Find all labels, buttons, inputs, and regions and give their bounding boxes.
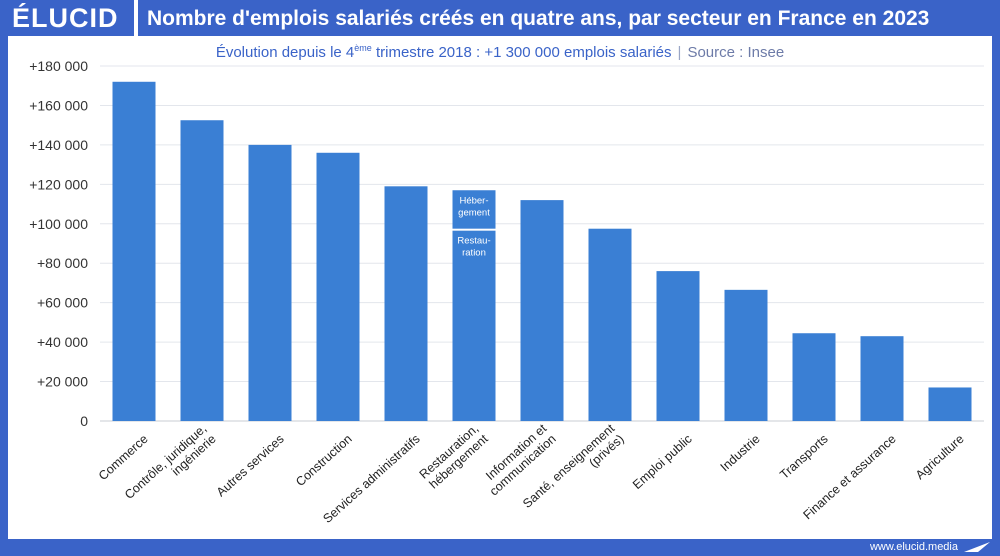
- x-tick-label: Restauration,hébergement: [417, 421, 491, 491]
- x-tick-label-line: Transports: [777, 432, 830, 482]
- bars: Restau-ration Héber-gement: [112, 81, 972, 422]
- y-tick-label: +80 000: [37, 255, 88, 271]
- bar: [384, 186, 428, 421]
- bar: [588, 228, 632, 421]
- bar-segment: [452, 230, 496, 421]
- chart-panel: Évolution depuis le 4ème trimestre 2018 …: [8, 36, 992, 539]
- subtitle-source: Source : Insee: [687, 44, 785, 61]
- x-tick-label-line: Autres services: [214, 432, 287, 500]
- y-tick-label: 0: [80, 413, 88, 429]
- x-tick-label-line: Construction: [293, 432, 355, 489]
- x-tick-label: Transports: [777, 432, 830, 482]
- x-tick-label-line: Emploi public: [630, 432, 695, 492]
- bar: [928, 387, 972, 421]
- x-tick-label: Construction: [293, 432, 355, 489]
- y-tick-label: +100 000: [29, 216, 88, 232]
- bar-segment-label: gement: [458, 207, 490, 218]
- y-tick-label: +180 000: [29, 58, 88, 74]
- y-tick-label: +60 000: [37, 295, 88, 311]
- x-tick-label-line: Industrie: [718, 432, 763, 475]
- bar: [316, 152, 360, 421]
- x-tick-label: Agriculture: [913, 432, 967, 482]
- bar-segment: [452, 190, 496, 229]
- bar: [792, 333, 836, 421]
- subtitle-evolution-suffix: trimestre 2018 : +1 300 000 emplois sala…: [371, 44, 672, 61]
- bar: [724, 289, 768, 421]
- y-tick-label: +140 000: [29, 137, 88, 153]
- bar-segment-label: Héber-: [459, 195, 488, 206]
- subtitle-evolution-prefix: Évolution depuis le 4: [215, 44, 355, 61]
- bar: [180, 120, 224, 421]
- logo-separator: [134, 0, 138, 36]
- header: ÉLUCID Nombre d'emplois salariés créés e…: [0, 0, 1000, 36]
- bar: [248, 144, 292, 421]
- footer-url[interactable]: www.elucid.media: [869, 541, 958, 553]
- bar: [520, 200, 564, 421]
- y-tick-label: +20 000: [37, 374, 88, 390]
- bar: [112, 81, 156, 422]
- subtitle-superscript: ème: [354, 43, 372, 53]
- x-tick-label: Autres services: [214, 432, 287, 500]
- chart-title: Nombre d'emplois salariés créés en quatr…: [147, 7, 930, 30]
- subtitle-separator: |: [677, 44, 682, 61]
- chart-subtitle: Évolution depuis le 4ème trimestre 2018 …: [8, 39, 992, 62]
- y-tick-label: +160 000: [29, 97, 88, 113]
- elucid-logo: ÉLUCID: [12, 3, 119, 33]
- bar: [656, 271, 700, 421]
- bar: [860, 336, 904, 421]
- bar-segment-label: ration: [462, 248, 486, 259]
- bar-segment-label: Restau-: [457, 236, 490, 247]
- paper-plane-icon: [964, 542, 990, 552]
- x-tick-label: Emploi public: [630, 432, 695, 492]
- x-tick-label: Industrie: [718, 432, 763, 475]
- bar-chart: 0 +20 000 +40 000 +60 000 +80 000 +100 000 +12…: [29, 58, 984, 526]
- y-axis-ticks: 0 +20 000 +40 000 +60 000 +80 000 +100 000 +12…: [29, 58, 88, 429]
- x-tick-label-line: Agriculture: [913, 432, 967, 482]
- y-tick-label: +120 000: [29, 176, 88, 192]
- y-tick-label: +40 000: [37, 334, 88, 350]
